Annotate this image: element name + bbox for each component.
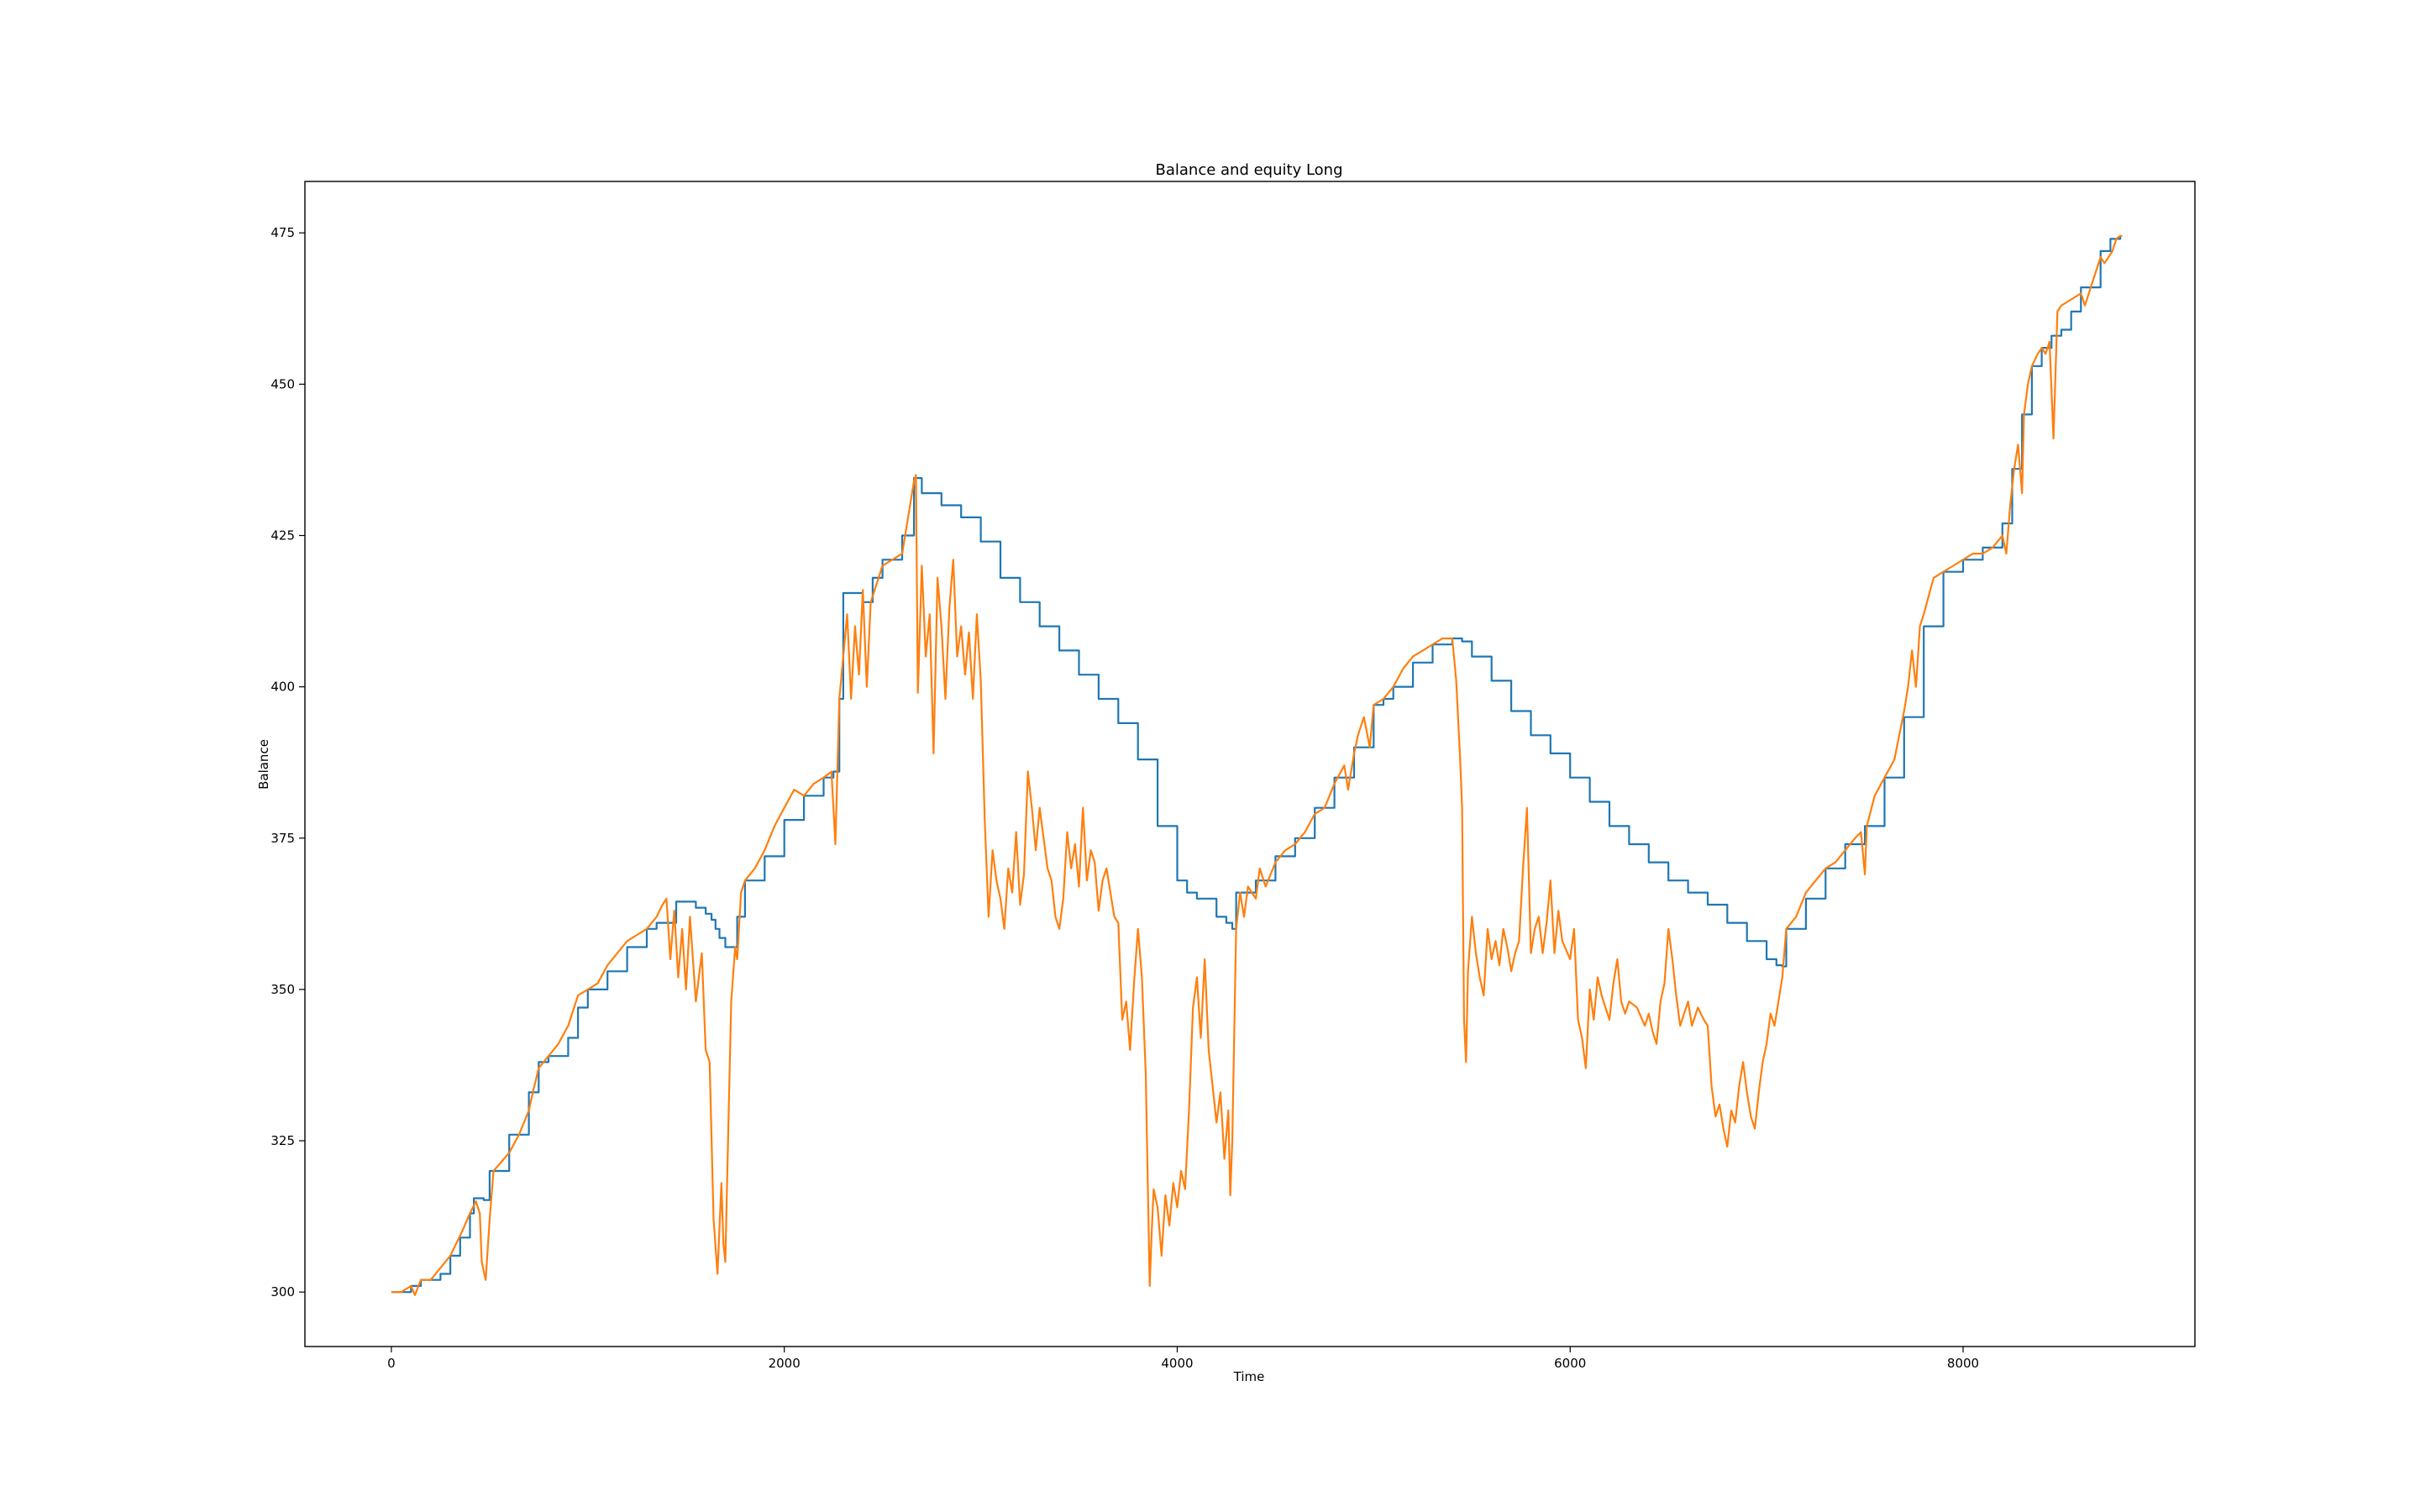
x-tick-label: 8000 [1947, 1356, 1979, 1371]
y-axis: 300 325 350 375 400 425 450 475 [270, 225, 305, 1299]
x-tick-label: 2000 [769, 1356, 801, 1371]
x-tick-label: 4000 [1161, 1356, 1193, 1371]
chart-title: Balance and equity Long [1156, 161, 1343, 179]
y-tick-label: 475 [270, 225, 295, 240]
x-axis: 0 2000 4000 6000 8000 [387, 1347, 1979, 1371]
x-axis-label: Time [1233, 1369, 1265, 1384]
y-axis-label: Balance [256, 739, 271, 790]
y-tick-label: 400 [270, 680, 295, 695]
y-tick-label: 325 [270, 1133, 295, 1148]
x-tick-label: 6000 [1554, 1356, 1586, 1371]
y-tick-label: 450 [270, 376, 295, 391]
x-tick-label: 0 [387, 1356, 396, 1371]
equity-series-line [391, 234, 2123, 1296]
balance-series-line [391, 235, 2122, 1294]
y-tick-label: 300 [270, 1284, 295, 1299]
y-tick-label: 425 [270, 528, 295, 543]
y-tick-label: 350 [270, 982, 295, 997]
series-layer [391, 234, 2123, 1296]
plot-frame [304, 181, 2196, 1347]
y-tick-label: 375 [270, 831, 295, 846]
